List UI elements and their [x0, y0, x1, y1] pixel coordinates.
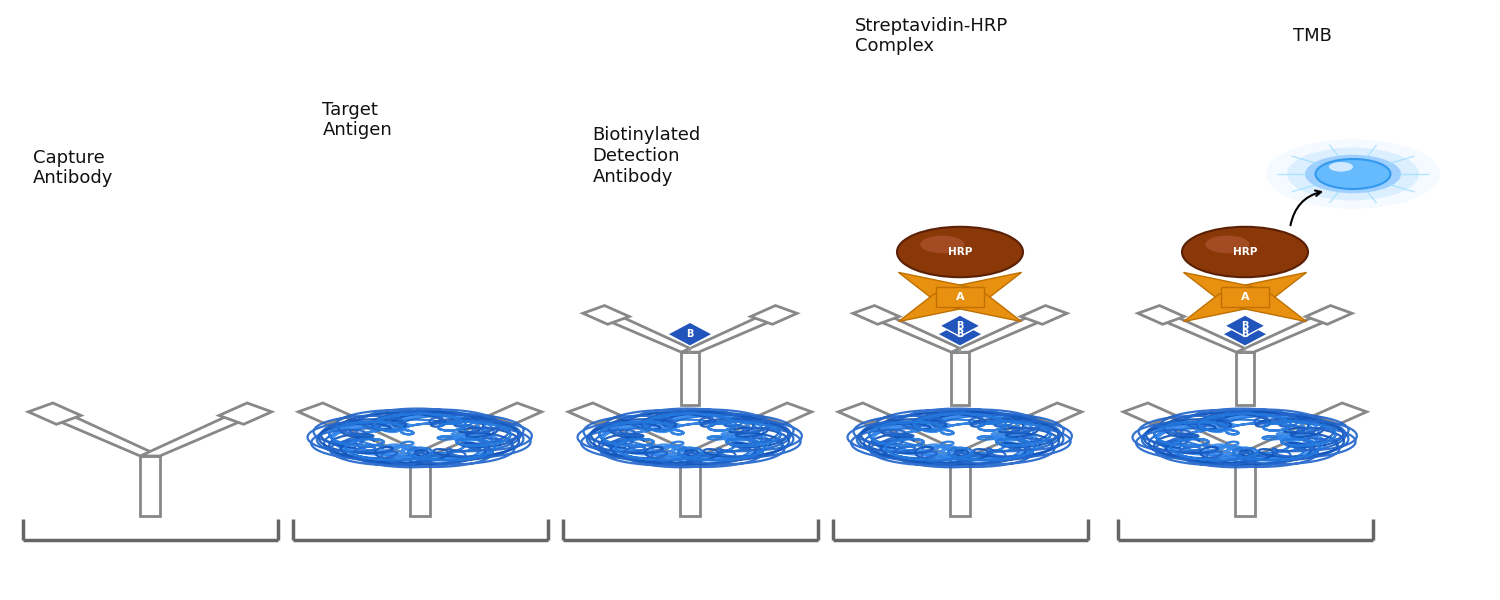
Polygon shape — [219, 403, 272, 424]
Polygon shape — [298, 403, 351, 424]
Text: Streptavidin-HRP
Complex: Streptavidin-HRP Complex — [855, 17, 1008, 55]
Circle shape — [1206, 236, 1249, 253]
Circle shape — [1305, 155, 1401, 193]
Polygon shape — [1184, 272, 1254, 301]
Polygon shape — [853, 305, 898, 325]
Polygon shape — [584, 305, 628, 325]
Polygon shape — [1029, 403, 1081, 424]
Polygon shape — [951, 456, 969, 516]
Circle shape — [1316, 159, 1390, 189]
Polygon shape — [1236, 456, 1254, 516]
Polygon shape — [1143, 411, 1254, 456]
Polygon shape — [141, 456, 160, 516]
Polygon shape — [951, 411, 1062, 456]
Polygon shape — [568, 403, 621, 424]
Polygon shape — [681, 313, 780, 352]
Polygon shape — [48, 411, 160, 456]
Polygon shape — [951, 293, 1022, 322]
Polygon shape — [141, 411, 252, 456]
Polygon shape — [936, 287, 984, 307]
Polygon shape — [680, 456, 699, 516]
Polygon shape — [870, 313, 969, 352]
Polygon shape — [1221, 287, 1269, 307]
Polygon shape — [1222, 322, 1268, 346]
Polygon shape — [1314, 403, 1366, 424]
Polygon shape — [939, 315, 981, 337]
Text: A: A — [1240, 292, 1250, 302]
Polygon shape — [411, 456, 430, 516]
Polygon shape — [588, 411, 699, 456]
Polygon shape — [759, 403, 812, 424]
Text: B: B — [957, 329, 963, 339]
Polygon shape — [411, 411, 522, 456]
Circle shape — [1287, 148, 1419, 200]
Text: B: B — [687, 329, 693, 339]
Polygon shape — [1184, 293, 1254, 322]
Polygon shape — [668, 322, 712, 346]
Polygon shape — [752, 305, 796, 325]
Polygon shape — [1022, 305, 1066, 325]
Polygon shape — [1236, 272, 1306, 301]
Circle shape — [897, 227, 1023, 277]
Polygon shape — [839, 403, 891, 424]
Polygon shape — [318, 411, 430, 456]
Text: A: A — [956, 292, 964, 302]
Text: HRP: HRP — [948, 247, 972, 257]
Text: Target
Antigen: Target Antigen — [322, 101, 393, 139]
Polygon shape — [1224, 315, 1264, 337]
Polygon shape — [1236, 293, 1306, 322]
Text: Biotinylated
Detection
Antibody: Biotinylated Detection Antibody — [592, 126, 700, 186]
Polygon shape — [1236, 313, 1335, 352]
Polygon shape — [680, 411, 792, 456]
Polygon shape — [858, 411, 969, 456]
Polygon shape — [1138, 305, 1184, 325]
Polygon shape — [898, 272, 969, 301]
Polygon shape — [1306, 305, 1352, 325]
Text: B: B — [1242, 329, 1248, 339]
Polygon shape — [489, 403, 542, 424]
Text: TMB: TMB — [1293, 27, 1332, 45]
Text: B: B — [957, 321, 963, 331]
Polygon shape — [951, 352, 969, 405]
Polygon shape — [600, 313, 699, 352]
Polygon shape — [1236, 411, 1347, 456]
Polygon shape — [681, 352, 699, 405]
Circle shape — [921, 236, 964, 253]
Polygon shape — [951, 313, 1050, 352]
Circle shape — [1182, 227, 1308, 277]
Circle shape — [1266, 139, 1440, 209]
Polygon shape — [1155, 313, 1254, 352]
Text: HRP: HRP — [1233, 247, 1257, 257]
Circle shape — [1329, 162, 1353, 172]
Polygon shape — [951, 272, 1022, 301]
Text: Capture
Antibody: Capture Antibody — [33, 149, 114, 187]
Text: B: B — [1242, 321, 1248, 331]
Polygon shape — [28, 403, 81, 424]
Polygon shape — [938, 322, 982, 346]
Polygon shape — [898, 293, 969, 322]
Polygon shape — [1236, 352, 1254, 405]
Polygon shape — [1124, 403, 1176, 424]
